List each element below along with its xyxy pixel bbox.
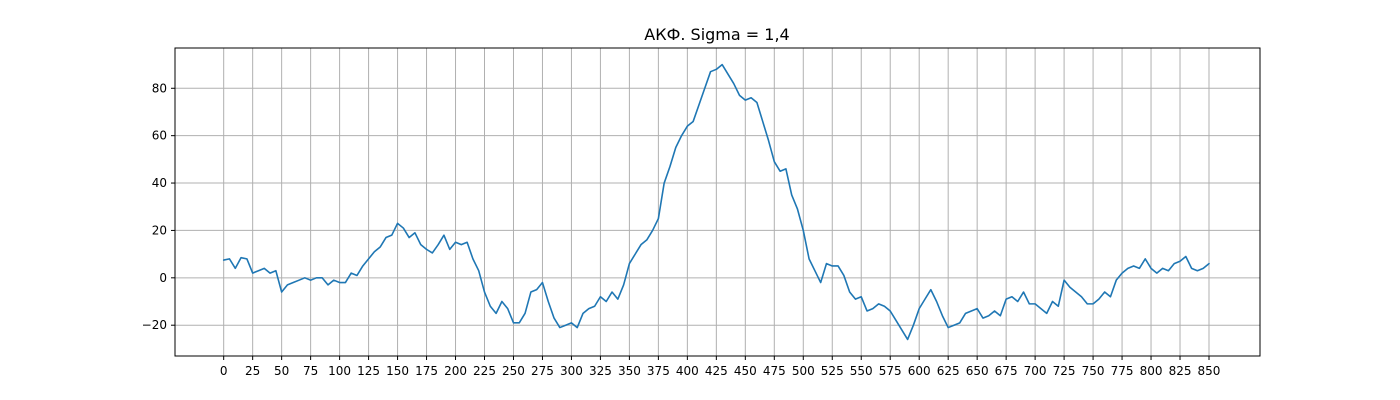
- x-tick-label: 225: [473, 364, 496, 378]
- x-tick-label: 550: [850, 364, 873, 378]
- axes-frame: [174, 47, 1261, 357]
- x-tick-label: 350: [618, 364, 641, 378]
- x-tick-label: 675: [995, 364, 1018, 378]
- chart-title: АКФ. Sigma = 1,4: [644, 25, 789, 44]
- x-tick-label: 375: [647, 364, 670, 378]
- plot-area: [222, 63, 1210, 341]
- x-tick-label: 125: [357, 364, 380, 378]
- x-tick-label: 725: [1053, 364, 1076, 378]
- x-tick-label: 400: [676, 364, 699, 378]
- y-axis: −20 0 20 40 60 80: [142, 81, 175, 332]
- y-tick-label: 0: [159, 271, 167, 285]
- x-tick-label: 300: [560, 364, 583, 378]
- x-tick-label: 100: [328, 364, 351, 378]
- acf-series-line: [222, 63, 1210, 341]
- x-tick-label: 200: [444, 364, 467, 378]
- x-tick-label: 700: [1024, 364, 1047, 378]
- x-tick-label: 825: [1169, 364, 1192, 378]
- x-tick-label: 525: [821, 364, 844, 378]
- x-tick-label: 600: [908, 364, 931, 378]
- x-tick-label: 50: [274, 364, 289, 378]
- x-tick-label: 325: [589, 364, 612, 378]
- x-tick-label: 175: [415, 364, 438, 378]
- x-tick-label: 150: [386, 364, 409, 378]
- x-tick-label: 75: [303, 364, 318, 378]
- x-tick-label: 275: [531, 364, 554, 378]
- x-tick-label: 650: [966, 364, 989, 378]
- y-tick-label: 80: [152, 81, 167, 95]
- x-tick-label: 475: [763, 364, 786, 378]
- grid-lines: [175, 48, 1260, 356]
- x-tick-label: 250: [502, 364, 525, 378]
- x-tick-label: 775: [1111, 364, 1134, 378]
- y-tick-label: 40: [152, 176, 167, 190]
- x-tick-label: 500: [792, 364, 815, 378]
- y-tick-label: 20: [152, 223, 167, 237]
- x-tick-label: 25: [245, 364, 260, 378]
- x-tick-label: 425: [705, 364, 728, 378]
- x-axis: 0 25 50 75 100 125 150 175 200 225 250 275 300 325 350…: [220, 356, 1221, 378]
- x-tick-label: 450: [734, 364, 757, 378]
- x-tick-label: 750: [1082, 364, 1105, 378]
- y-tick-label: 60: [152, 129, 167, 143]
- x-tick-label: 800: [1140, 364, 1163, 378]
- x-tick-label: 0: [220, 364, 228, 378]
- y-tick-label: −20: [142, 318, 167, 332]
- x-tick-label: 575: [879, 364, 902, 378]
- x-tick-label: 625: [937, 364, 960, 378]
- x-tick-label: 850: [1198, 364, 1221, 378]
